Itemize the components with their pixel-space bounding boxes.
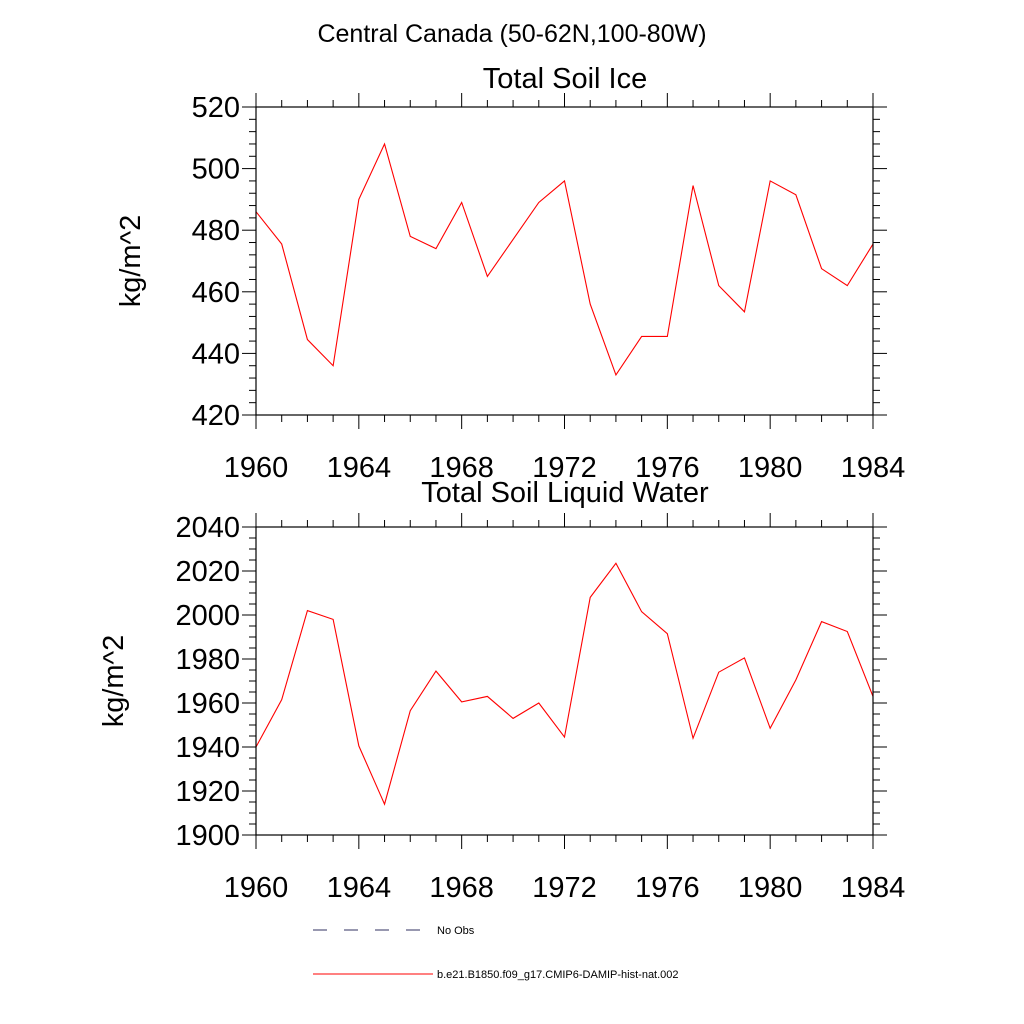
legend: No Obs b.e21.B1850.f09_g17.CMIP6-DAMIP-h…	[313, 925, 679, 981]
soil-ice-x-tick-label: 1964	[327, 452, 392, 484]
soil-ice-y-tick-label: 500	[192, 154, 240, 186]
soil-ice-tick-labels: 1960 1964 1968 1972 1976 1980 1984 420 440 460 480…	[192, 92, 906, 484]
figure-title: Central Canada (50-62N,100-80W)	[317, 20, 706, 48]
soil-ice-plot-frame	[255, 106, 874, 416]
soil-liquid-water-x-tick-label: 1964	[327, 872, 392, 904]
soil-ice-y-axis-label: kg/m^2	[115, 215, 147, 308]
soil-ice-x-tick-label: 1968	[429, 452, 494, 484]
soil-liquid-water-plot-frame	[255, 526, 874, 836]
soil-liquid-water-y-tick-label: 1900	[175, 820, 240, 852]
soil-ice-x-tick-label: 1980	[738, 452, 803, 484]
soil-ice-x-tick-label: 1976	[635, 452, 700, 484]
soil-liquid-water-panel: Total Soil Liquid Water kg/m^2 1960 1964 1…	[98, 477, 905, 904]
soil-liquid-water-title: Total Soil Liquid Water	[421, 477, 709, 509]
soil-ice-y-tick-label: 420	[192, 400, 240, 432]
soil-ice-x-tick-label: 1960	[224, 452, 289, 484]
soil-ice-y-tick-label: 460	[192, 277, 240, 309]
soil-liquid-water-y-tick-label: 2000	[175, 600, 240, 632]
legend-label-no-obs: No Obs	[437, 925, 475, 937]
soil-liquid-water-y-tick-label: 1920	[175, 776, 240, 808]
soil-liquid-water-series-line	[255, 562, 874, 806]
soil-ice-series-line	[255, 142, 874, 377]
soil-ice-y-tick-label: 480	[192, 215, 240, 247]
soil-ice-x-tick-label: 1972	[532, 452, 597, 484]
legend-label-model-run: b.e21.B1850.f09_g17.CMIP6-DAMIP-hist-nat…	[437, 969, 679, 981]
soil-liquid-water-axis-ticks	[242, 513, 887, 849]
soil-ice-axis-ticks	[242, 93, 887, 429]
soil-ice-title: Total Soil Ice	[483, 63, 647, 95]
soil-liquid-water-y-tick-label: 2020	[175, 556, 240, 588]
soil-ice-series	[255, 142, 874, 377]
soil-liquid-water-x-tick-label: 1968	[429, 872, 494, 904]
soil-liquid-water-series	[255, 562, 874, 806]
soil-ice-panel: Total Soil Ice kg/m^2 1960 1964 1968 1972 19…	[115, 63, 905, 484]
soil-liquid-water-y-tick-label: 1980	[175, 644, 240, 676]
soil-liquid-water-y-tick-label: 1940	[175, 732, 240, 764]
soil-liquid-water-x-tick-label: 1980	[738, 872, 803, 904]
soil-ice-y-tick-label: 440	[192, 338, 240, 370]
soil-ice-y-tick-label: 520	[192, 92, 240, 124]
soil-liquid-water-x-tick-label: 1976	[635, 872, 700, 904]
soil-liquid-water-y-tick-label: 2040	[175, 512, 240, 544]
soil-liquid-water-x-tick-label: 1960	[224, 872, 289, 904]
soil-liquid-water-x-tick-label: 1984	[841, 872, 906, 904]
soil-liquid-water-y-axis-label: kg/m^2	[98, 635, 130, 728]
soil-ice-x-tick-label: 1984	[841, 452, 906, 484]
soil-liquid-water-x-tick-label: 1972	[532, 872, 597, 904]
soil-liquid-water-tick-labels: 1960 1964 1968 1972 1976 1980 1984 1900 1920 1940…	[175, 512, 905, 904]
soil-liquid-water-y-tick-label: 1960	[175, 688, 240, 720]
